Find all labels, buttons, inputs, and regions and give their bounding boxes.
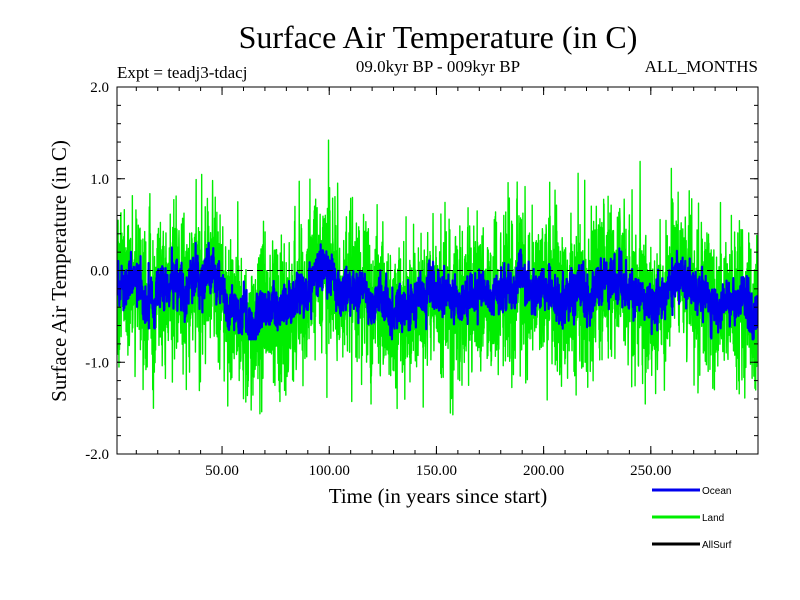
x-tick-label: 100.00 <box>309 463 350 479</box>
x-tick-label: 250.00 <box>630 463 671 479</box>
x-axis-label: Time (in years since start) <box>329 484 548 508</box>
y-tick-label: -1.0 <box>85 355 109 371</box>
legend-label-land: Land <box>702 513 724 524</box>
x-tick-label: 150.00 <box>416 463 457 479</box>
months-label: ALL_MONTHS <box>645 57 758 76</box>
legend-label-allsurf: AllSurf <box>702 540 732 551</box>
legend: Ocean Land AllSurf <box>652 486 732 551</box>
chart-title: Surface Air Temperature (in C) <box>239 19 638 55</box>
experiment-label: Expt = teadj3-tdacj <box>117 63 247 82</box>
x-tick-label: 50.00 <box>205 463 239 479</box>
x-axis: 50.00 100.00 150.00 200.00 250.00 <box>135 87 738 479</box>
series-layer <box>117 139 758 416</box>
y-tick-label: 2.0 <box>90 80 109 96</box>
y-tick-label: 1.0 <box>90 172 109 188</box>
y-axis: -2.0 -1.0 0.0 1.0 2.0 <box>85 80 758 463</box>
y-tick-label: 0.0 <box>90 264 109 280</box>
x-tick-label: 200.00 <box>523 463 564 479</box>
y-tick-label: -2.0 <box>85 447 109 463</box>
y-axis-label: Surface Air Temperature (in C) <box>47 140 71 402</box>
series-line-ocean <box>117 241 758 341</box>
chart-subtitle: 09.0kyr BP - 009kyr BP <box>356 57 520 76</box>
legend-label-ocean: Ocean <box>702 486 731 497</box>
